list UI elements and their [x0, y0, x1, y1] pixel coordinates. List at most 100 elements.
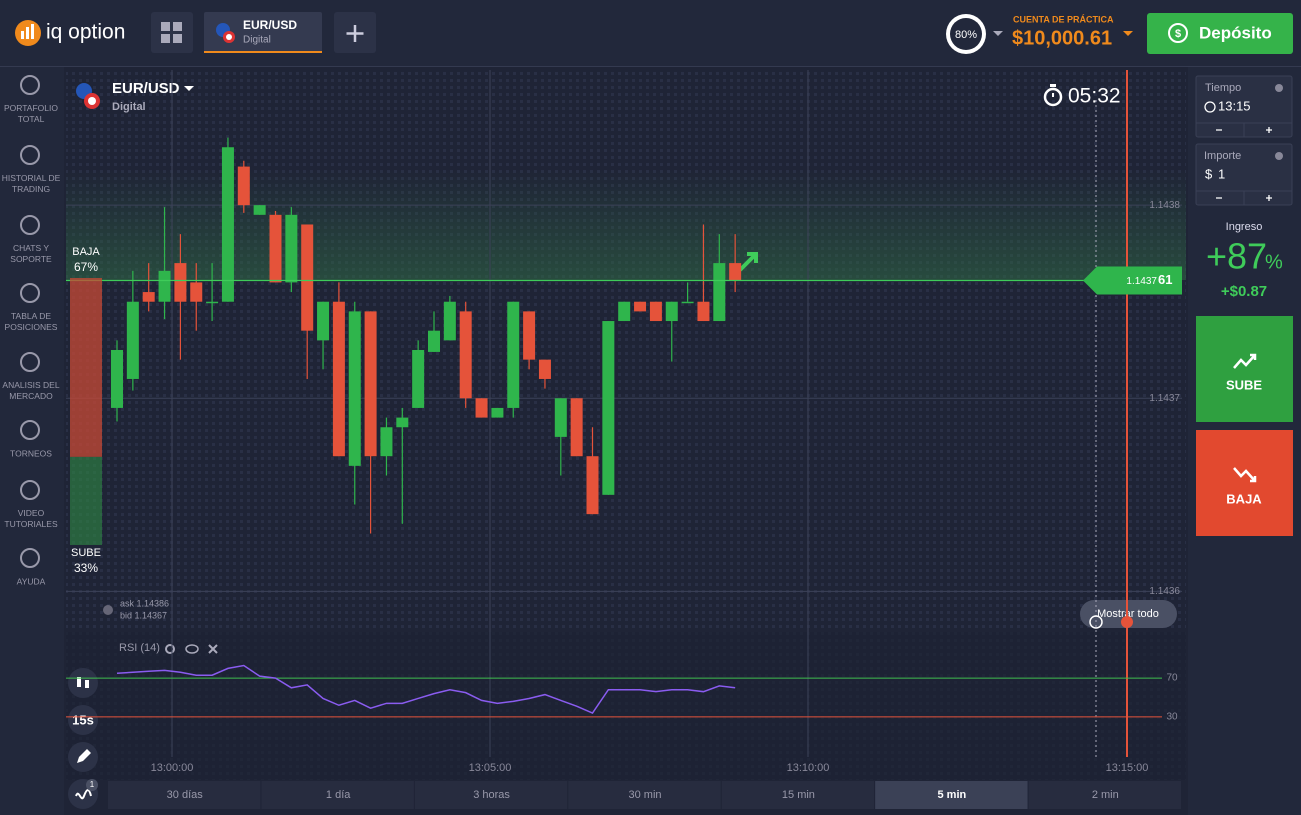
rsi-tick-label: 30 [1166, 712, 1178, 723]
deposit-label: Depósito [1199, 23, 1272, 42]
candle-body [649, 301, 662, 322]
candle-body [697, 301, 710, 322]
sidebar-label: CHATS Y SOPORTE [10, 243, 52, 264]
asset-tab[interactable] [204, 12, 322, 53]
balance[interactable]: $10,000.61 [1012, 27, 1112, 49]
time-range-label: 5 min [937, 789, 966, 801]
sidebar-icon[interactable] [20, 420, 40, 440]
grid-button[interactable] [151, 12, 193, 53]
currency: $ [1205, 166, 1213, 181]
tools: 15s 1 [68, 668, 98, 809]
candle-body [332, 301, 345, 457]
sidebar-label: TABLA DE POSICIONES [5, 311, 58, 332]
time-range-label: 15 min [782, 789, 815, 801]
candle-body [364, 311, 377, 457]
trend-arrow [738, 252, 758, 272]
candle-body [523, 311, 536, 360]
tab-type: Digital [243, 35, 271, 46]
sidebar-icon[interactable] [20, 145, 40, 165]
income: +$0.87 [1221, 283, 1267, 300]
up-label: SUBE [1226, 377, 1262, 392]
sentiment-up-label: SUBE [71, 547, 101, 559]
time-range-button[interactable] [414, 781, 568, 809]
candle-body [713, 263, 726, 322]
deadline-marker [1089, 615, 1103, 629]
deposit-button[interactable] [1147, 13, 1293, 54]
current-price-tag [1083, 266, 1182, 295]
sidebar-label: AYUDA [17, 576, 46, 586]
time-range-button[interactable] [108, 781, 261, 809]
candle-body [665, 301, 678, 322]
time-range-button[interactable] [875, 781, 1028, 809]
sidebar-icon[interactable] [20, 215, 40, 235]
y-tick-label: 1.1438 [1149, 200, 1180, 211]
sidebar-icon[interactable] [20, 480, 40, 500]
candle-body [142, 292, 155, 302]
down-label: BAJA [1226, 491, 1262, 506]
countdown: 05:32 [1068, 85, 1121, 108]
candle-body [412, 350, 425, 408]
candle-body [618, 301, 631, 322]
sentiment-up [70, 456, 102, 545]
candle-body [538, 359, 551, 379]
show-all-button[interactable] [1080, 600, 1177, 628]
candle-body [174, 263, 187, 302]
time-range-label: 1 día [326, 789, 351, 801]
sidebar-icon[interactable] [20, 352, 40, 372]
candle-body [475, 398, 488, 418]
candle-body [443, 301, 456, 341]
sentiment-down-label: BAJA [72, 246, 100, 258]
rsi-panel [66, 632, 1186, 780]
candle-body [634, 301, 647, 312]
time-range-button[interactable] [721, 781, 875, 809]
candle-body [237, 166, 250, 206]
time-range-label: 30 min [628, 789, 661, 801]
candle-body [206, 301, 219, 304]
time: 13:15 [1218, 98, 1251, 113]
candle-body [729, 263, 742, 281]
candle-body [158, 270, 171, 302]
rsi-line [116, 664, 736, 714]
candle-body [586, 456, 599, 515]
candle-body [507, 301, 520, 408]
candle-body [348, 311, 361, 466]
time-range-label: 30 días [167, 789, 204, 801]
y-tick-label: 1.1437 [1149, 393, 1180, 404]
bid: bid 1.14367 [120, 610, 167, 620]
time-range-label: 2 min [1092, 789, 1119, 801]
time-label: Tiempo [1205, 82, 1241, 94]
logo-text: iq option [46, 21, 125, 44]
tab-pair: EUR/USD [243, 18, 297, 32]
sentiment-down [70, 278, 102, 457]
candle-body [126, 301, 139, 379]
time-range-button[interactable] [1028, 781, 1181, 809]
account-label: CUENTA DE PRÁCTICA [1013, 14, 1114, 24]
sidebar-bg [0, 67, 64, 815]
sidebar-icon[interactable] [20, 75, 40, 95]
down-button[interactable] [1196, 430, 1293, 536]
candle-body [269, 214, 282, 283]
candle-body [602, 321, 615, 495]
y-tick-label: 1.1436 [1149, 586, 1180, 597]
interval-button[interactable] [68, 705, 98, 735]
asset-pair[interactable]: EUR/USD [112, 80, 180, 97]
candle-body [491, 407, 504, 418]
candle-body [285, 214, 298, 283]
candle-body [681, 301, 694, 304]
time-range-button[interactable] [568, 781, 721, 809]
candle-body [380, 427, 393, 457]
up-button[interactable] [1196, 316, 1293, 422]
chart-type-button[interactable] [68, 668, 98, 698]
amount-label: Importe [1204, 150, 1241, 162]
candle-body [570, 398, 583, 457]
sidebar-icon[interactable] [20, 283, 40, 303]
candle-body [253, 205, 266, 215]
x-tick-label: 13:15:00 [1106, 762, 1149, 774]
sidebar-label: PORTAFOLIO TOTAL [4, 103, 58, 124]
x-tick-label: 13:10:00 [787, 762, 830, 774]
sidebar-icon[interactable] [20, 548, 40, 568]
profit-zone [66, 170, 1186, 280]
time-range-button[interactable] [261, 781, 414, 809]
